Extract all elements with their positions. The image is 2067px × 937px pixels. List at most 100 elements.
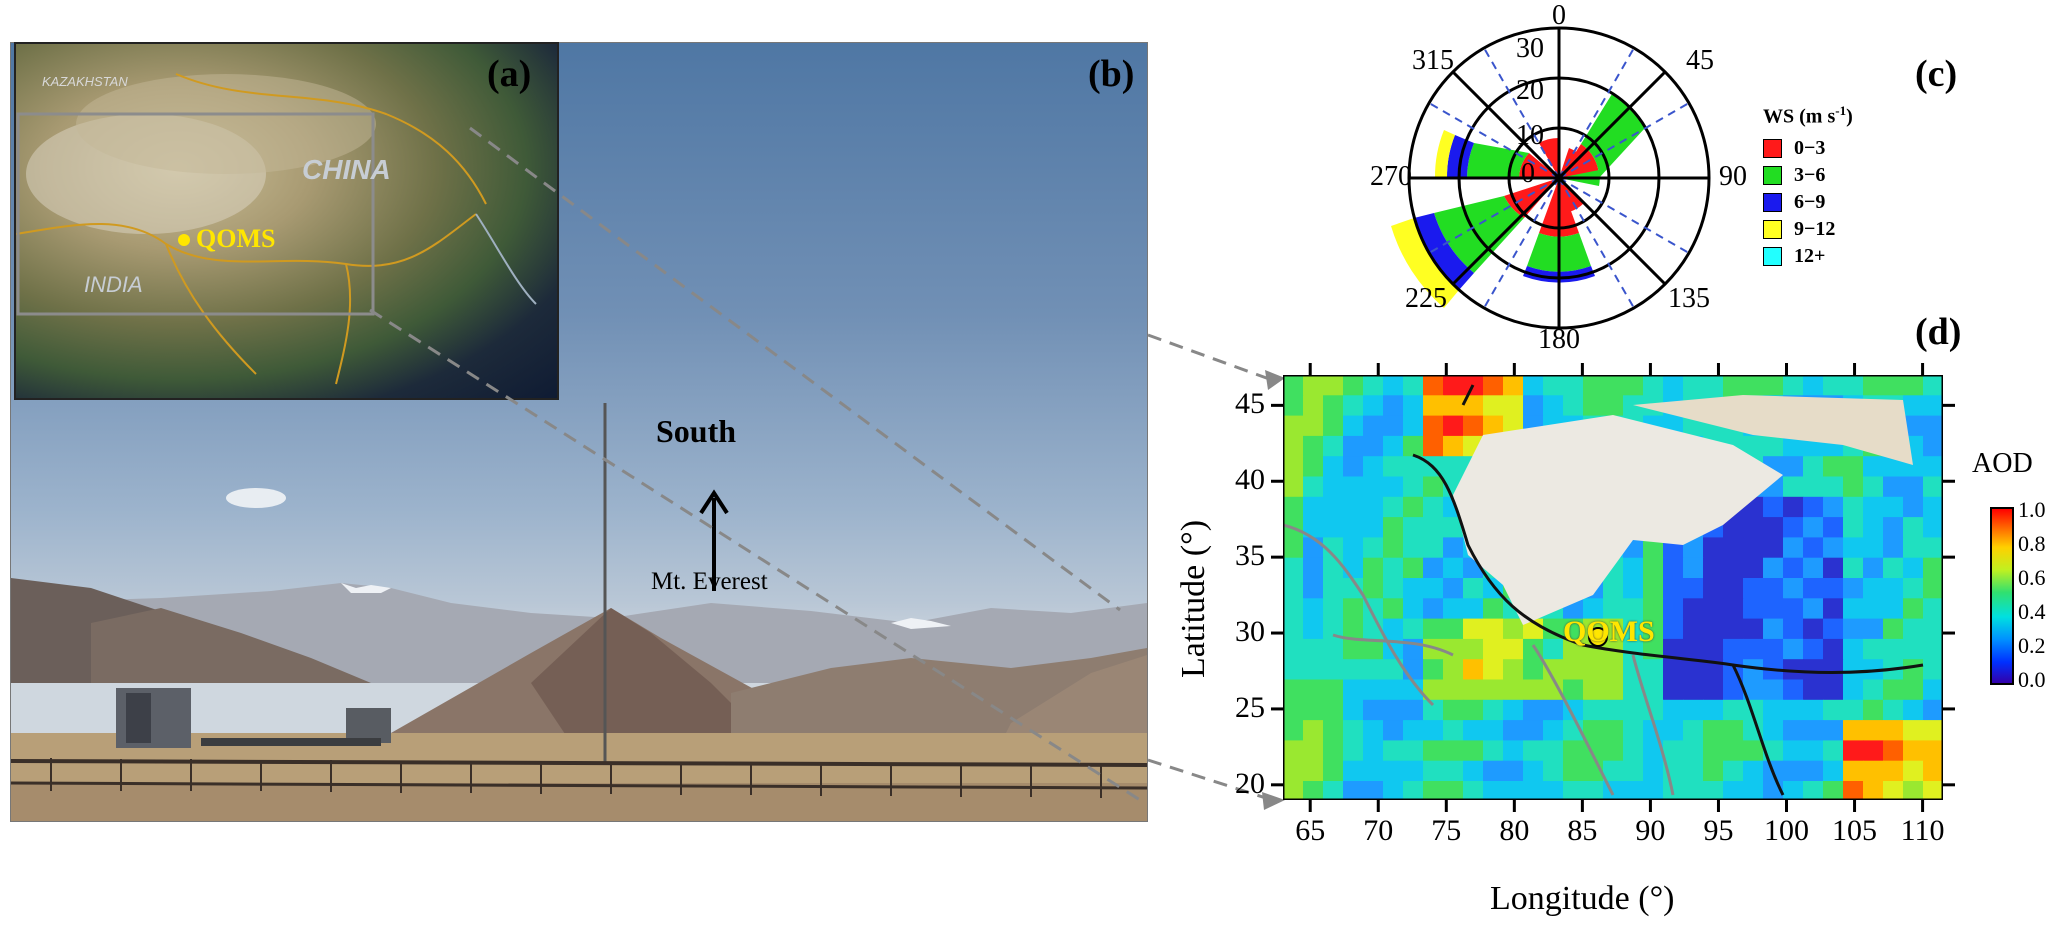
aod-grid-cell (1383, 618, 1404, 640)
aod-grid-cell (1383, 699, 1404, 721)
aod-grid-cell (1923, 720, 1943, 741)
aod-grid-cell (1783, 598, 1804, 620)
aod-grid-cell (1343, 760, 1364, 782)
colorbar-tick-label: 0.8 (2018, 531, 2046, 556)
panel-label-d: (d) (1915, 311, 1962, 353)
y-tick-label: 30 (1235, 615, 1265, 649)
aod-grid-cell (1283, 395, 1304, 417)
aod-grid-cell (1823, 456, 1844, 477)
aod-grid-cell (1583, 375, 1604, 396)
aod-grid-cell (1903, 598, 1924, 620)
aod-grid-cell (1523, 781, 1544, 800)
aod-grid-cell (1323, 760, 1344, 782)
aod-grid-cell (1823, 781, 1844, 800)
aod-grid-cell (1923, 781, 1943, 800)
aod-grid-cell (1403, 760, 1424, 782)
aod-grid-cell (1923, 618, 1943, 640)
aod-grid-cell (1423, 435, 1444, 457)
aod-grid-cell (1683, 781, 1704, 800)
ws-legend-swatch (1763, 192, 1782, 212)
aod-grid-cell (1803, 557, 1824, 579)
aod-grid-cell (1903, 699, 1924, 721)
aod-grid-cell (1363, 557, 1384, 579)
aod-grid-cell (1503, 638, 1524, 660)
x-axis-title: Longitude (°) (1490, 880, 1675, 917)
aod-grid-cell (1403, 578, 1424, 599)
aod-grid-cell (1303, 435, 1324, 457)
aod-grid-cell (1343, 659, 1364, 680)
aod-grid-cell (1523, 395, 1544, 417)
aod-grid-cell (1443, 578, 1464, 599)
aod-grid-cell (1563, 618, 1584, 640)
aod-grid-cell (1823, 578, 1844, 599)
aod-grid-cell (1703, 598, 1724, 620)
aod-grid-cell (1583, 598, 1604, 620)
aod-grid-cell (1523, 679, 1544, 701)
aod-grid-cell (1603, 679, 1624, 701)
aod-grid-cell (1363, 659, 1384, 680)
aod-grid-cell (1723, 740, 1744, 762)
aod-grid-cell (1823, 720, 1844, 741)
aod-grid-cell (1363, 740, 1384, 762)
panel-label-b: (b) (1088, 53, 1135, 95)
aod-grid-cell (1363, 517, 1384, 538)
aod-grid-cell (1803, 375, 1824, 396)
aod-grid-cell (1443, 699, 1464, 721)
aod-grid-cell (1803, 659, 1824, 680)
aod-grid-cell (1843, 476, 1864, 498)
aod-grid-cell (1883, 720, 1904, 741)
aod-grid-cell (1403, 435, 1424, 457)
aod-grid-cell (1843, 679, 1864, 701)
aod-grid-cell (1843, 740, 1864, 762)
aod-map-site-label: QOMS (1563, 615, 1655, 648)
aod-grid-cell (1363, 456, 1384, 477)
aod-grid-cell (1483, 781, 1504, 800)
aod-grid-cell (1363, 435, 1384, 457)
aod-grid-cell (1743, 618, 1764, 640)
aod-grid-cell (1663, 557, 1684, 579)
aod-grid-cell (1323, 781, 1344, 800)
ws-legend-label: 12+ (1794, 244, 1826, 267)
aod-grid-cell (1303, 375, 1324, 396)
rose-dir-270: 270 (1370, 161, 1412, 192)
aod-grid-cell (1803, 699, 1824, 721)
aod-grid-cell (1703, 699, 1724, 721)
aod-grid-cell (1643, 659, 1664, 680)
rose-radial-tick-0: 0 (1521, 158, 1535, 189)
rose-dir-45: 45 (1686, 45, 1714, 76)
aod-grid-cell (1563, 760, 1584, 782)
aod-grid-cell (1503, 679, 1524, 701)
aod-grid-cell (1503, 781, 1524, 800)
aod-grid-cell (1823, 618, 1844, 640)
aod-grid-cell (1523, 375, 1544, 396)
aod-grid-cell (1583, 679, 1604, 701)
aod-grid-cell (1403, 456, 1424, 477)
aod-grid-cell (1743, 679, 1764, 701)
aod-grid-cell (1603, 618, 1624, 640)
aod-grid-cell (1743, 517, 1764, 538)
colorbar-tick-label: 1.0 (2018, 497, 2046, 522)
x-tick-label: 70 (1363, 814, 1394, 847)
ws-legend-label: 0−3 (1794, 136, 1826, 159)
aod-grid-cell (1363, 638, 1384, 660)
aod-grid-cell (1723, 598, 1744, 620)
aod-grid-cell (1283, 679, 1304, 701)
aod-grid-cell (1763, 496, 1784, 518)
aod-grid-cell (1563, 395, 1584, 417)
aod-grid-cell (1283, 578, 1304, 599)
aod-grid-cell (1323, 618, 1344, 640)
aod-grid-cell (1843, 375, 1864, 396)
aod-grid-cell (1903, 679, 1924, 701)
aod-grid-cell (1383, 659, 1404, 680)
aod-grid-cell (1703, 679, 1724, 701)
aod-grid-cell (1903, 740, 1924, 762)
aod-grid-cell (1743, 557, 1764, 579)
x-tick-label: 105 (1832, 814, 1878, 847)
aod-grid-cell (1923, 557, 1943, 579)
aod-grid-cell (1423, 537, 1444, 559)
aod-grid-cell (1303, 760, 1324, 782)
rose-dir-135: 135 (1668, 283, 1710, 314)
aod-grid-cell (1303, 740, 1324, 762)
aod-grid-cell (1763, 618, 1784, 640)
